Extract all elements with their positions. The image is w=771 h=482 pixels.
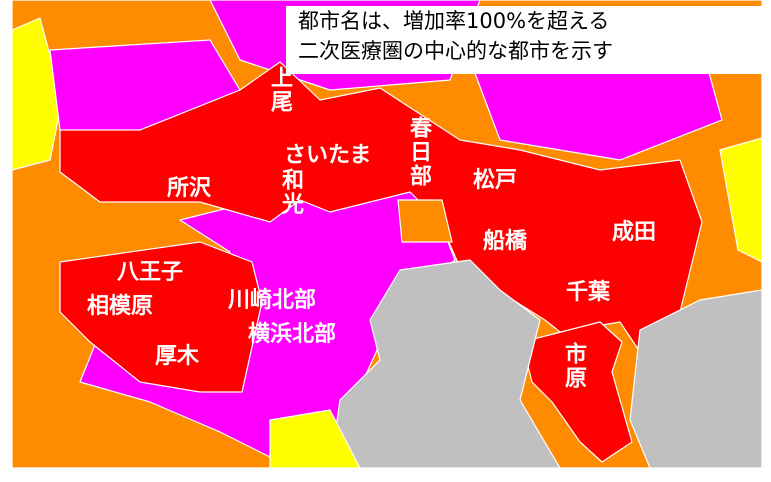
note-line: 二次医療圏の中心的な都市を示す xyxy=(298,39,613,63)
note-box: 都市名は、増加率100%を超える 二次医療圏の中心的な都市を示す xyxy=(286,6,764,74)
city-label: 市原 xyxy=(561,342,586,390)
sea xyxy=(629,289,763,469)
city-label: さいたま xyxy=(284,143,372,168)
city-label: 横浜北部 xyxy=(248,322,337,347)
city-label: 松戸 xyxy=(473,168,518,193)
region xyxy=(59,61,703,353)
region xyxy=(719,137,763,263)
city-label: 船橋 xyxy=(483,229,528,254)
city-label: 相模原 xyxy=(87,294,154,319)
city-label: 川崎北部 xyxy=(228,288,317,313)
region xyxy=(269,409,361,469)
city-label: 所沢 xyxy=(167,176,212,201)
city-label: 八王子 xyxy=(117,260,184,285)
city-label: 春日部 xyxy=(406,116,431,188)
region xyxy=(59,241,263,393)
city-label: 厚木 xyxy=(155,344,200,369)
sea xyxy=(329,259,561,469)
region xyxy=(521,321,633,463)
city-label: 成田 xyxy=(612,220,657,245)
city-label: 和光 xyxy=(278,168,303,216)
region xyxy=(397,199,453,243)
region xyxy=(11,17,63,171)
city-label: 千葉 xyxy=(566,280,611,305)
city-label: 上尾 xyxy=(267,66,292,114)
note-line: 都市名は、増加率100%を超える xyxy=(298,9,610,33)
